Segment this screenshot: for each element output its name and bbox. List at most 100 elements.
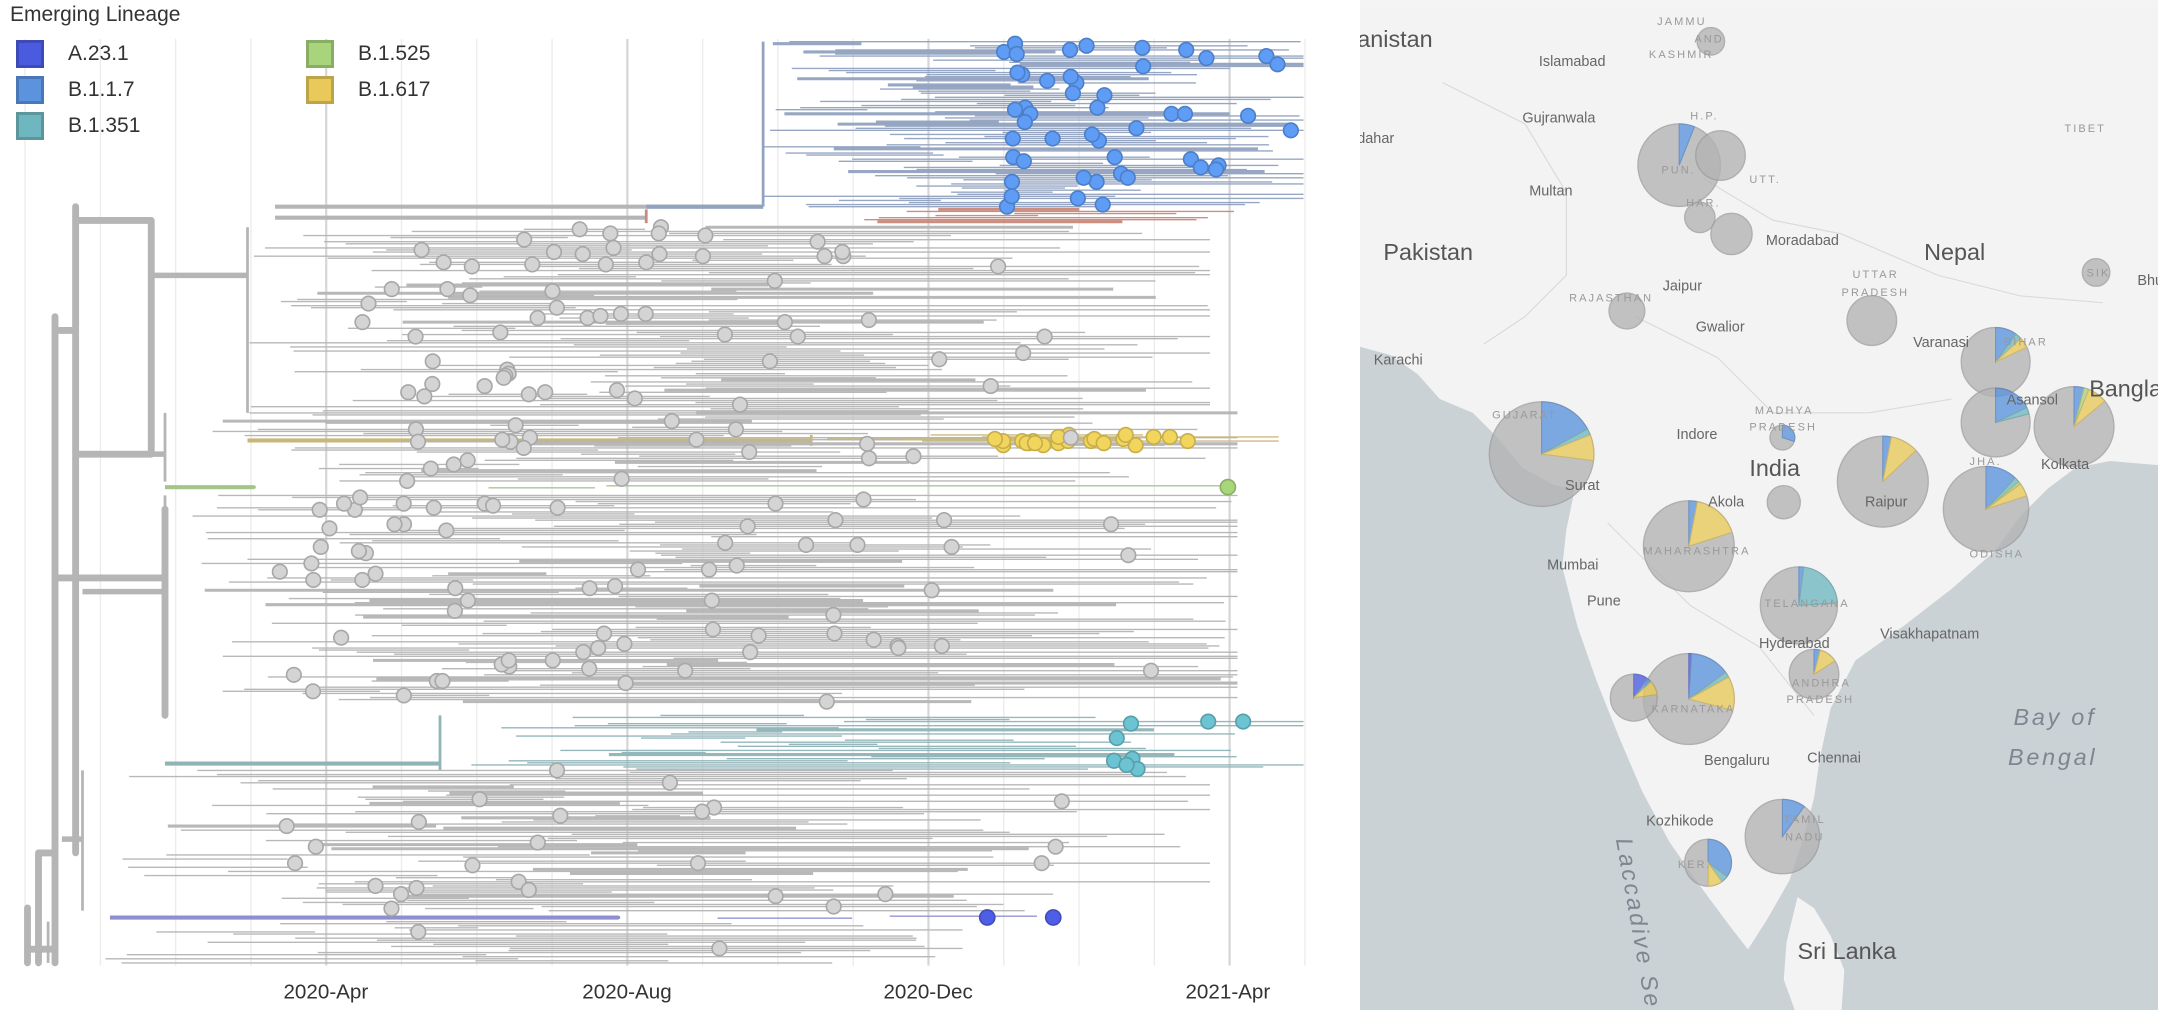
tip-node[interactable] xyxy=(1118,756,1135,773)
tip-node[interactable] xyxy=(860,450,878,467)
tip-node[interactable] xyxy=(333,629,350,646)
tip-node[interactable] xyxy=(545,243,563,261)
tip-node[interactable] xyxy=(1207,161,1225,178)
pie-akola[interactable] xyxy=(1766,485,1801,520)
tip-node[interactable] xyxy=(1096,87,1113,104)
tip-node[interactable] xyxy=(1083,126,1101,143)
pie-andhra-pradesh[interactable] xyxy=(1788,648,1840,700)
tip-node[interactable] xyxy=(789,328,806,345)
tip-node[interactable] xyxy=(548,299,565,316)
pie-madhya-pradesh[interactable] xyxy=(1769,424,1796,451)
pie-west-bengal[interactable] xyxy=(2033,385,2115,468)
tip-node[interactable] xyxy=(741,443,758,461)
tip-node[interactable] xyxy=(731,396,749,413)
tip-node[interactable] xyxy=(386,516,403,533)
tip-node[interactable] xyxy=(312,538,329,556)
tip-node[interactable] xyxy=(529,834,546,851)
tip-node[interactable] xyxy=(360,295,377,312)
tip-node[interactable] xyxy=(750,627,767,644)
tip-node[interactable] xyxy=(1089,99,1106,116)
phylogenetic-tree[interactable]: 2020-Apr 2020-Aug 2020-Dec 2021-Apr xyxy=(0,0,1320,1010)
tip-node[interactable] xyxy=(1258,47,1275,65)
pie-uttar-pradesh[interactable] xyxy=(1846,295,1898,347)
tip-node[interactable] xyxy=(435,254,452,271)
pie-delhi[interactable] xyxy=(1710,212,1753,256)
tip-node[interactable] xyxy=(392,886,410,903)
tip-node[interactable] xyxy=(410,813,427,831)
tip-node[interactable] xyxy=(1062,68,1079,85)
tip-node[interactable] xyxy=(1044,130,1061,147)
tip-node[interactable] xyxy=(1128,120,1145,137)
tip-node[interactable] xyxy=(1036,328,1053,345)
tip-node[interactable] xyxy=(761,353,778,370)
tip-node[interactable] xyxy=(400,384,417,401)
tip-node[interactable] xyxy=(471,791,488,808)
map-panel[interactable]: anistan Islamabad JAMMU AND KASHMIR Gujr… xyxy=(1360,0,2158,1010)
tip-node[interactable] xyxy=(711,940,728,957)
tip-node[interactable] xyxy=(612,305,630,322)
tip-node[interactable] xyxy=(1161,428,1178,446)
legend-item-b-1-1-7[interactable]: B.1.1.7 xyxy=(16,76,135,104)
tip-node[interactable] xyxy=(767,888,784,905)
legend-item-b-1-617[interactable]: B.1.617 xyxy=(306,76,430,104)
tip-node[interactable] xyxy=(1163,105,1180,122)
tip-node[interactable] xyxy=(311,501,328,518)
tip-node[interactable] xyxy=(447,580,464,597)
tip-node[interactable] xyxy=(476,377,493,395)
pie-himachal-pradesh[interactable] xyxy=(1695,130,1746,181)
tip-node[interactable] xyxy=(943,538,960,556)
tip-node[interactable] xyxy=(285,666,302,683)
tip-node[interactable] xyxy=(1039,72,1056,89)
tip-node[interactable] xyxy=(704,621,722,638)
tip-node[interactable] xyxy=(1198,50,1215,67)
tip-node[interactable] xyxy=(507,417,524,434)
tip-node[interactable] xyxy=(544,652,561,669)
tip-node[interactable] xyxy=(571,221,588,238)
tip-node[interactable] xyxy=(495,369,512,386)
tip-node[interactable] xyxy=(717,534,734,551)
tip-node[interactable] xyxy=(321,520,338,537)
tip-node[interactable] xyxy=(629,561,647,578)
pie-kerala[interactable] xyxy=(1684,838,1733,887)
tip-node[interactable] xyxy=(459,592,477,609)
tip-node[interactable] xyxy=(484,497,502,514)
tip-node[interactable] xyxy=(1016,113,1033,131)
tip-node[interactable] xyxy=(605,239,622,256)
tip-node[interactable] xyxy=(638,254,655,271)
tip-node[interactable] xyxy=(982,377,999,395)
tip-node[interactable] xyxy=(767,495,784,512)
tip-node[interactable] xyxy=(1239,107,1257,124)
tip-node[interactable] xyxy=(661,774,679,791)
tip-node[interactable] xyxy=(352,489,369,506)
pie-maharashtra[interactable] xyxy=(1642,500,1735,593)
tip-node[interactable] xyxy=(492,324,509,341)
tip-node[interactable] xyxy=(529,309,546,327)
tip-node[interactable] xyxy=(935,512,953,529)
tip-node[interactable] xyxy=(700,561,718,578)
tip-node[interactable] xyxy=(1008,45,1025,63)
tip-node[interactable] xyxy=(395,495,412,512)
tip-node[interactable] xyxy=(516,231,533,248)
tip-node[interactable] xyxy=(727,421,745,438)
tip-node[interactable] xyxy=(1117,426,1134,443)
tip-node[interactable] xyxy=(616,635,633,652)
tip-node[interactable] xyxy=(825,898,842,915)
tip-node[interactable] xyxy=(1015,344,1032,362)
tip-node[interactable] xyxy=(1219,478,1237,496)
tip-node[interactable] xyxy=(463,258,481,275)
tip-node[interactable] xyxy=(1103,516,1120,533)
pie-jharkhand[interactable] xyxy=(1960,387,2031,458)
tip-node[interactable] xyxy=(689,855,707,872)
tip-node[interactable] xyxy=(1269,56,1286,73)
tip-node[interactable] xyxy=(367,877,384,894)
tip-node[interactable] xyxy=(1119,169,1136,186)
tip-node[interactable] xyxy=(439,281,456,298)
tip-node[interactable] xyxy=(905,448,922,465)
tip-node[interactable] xyxy=(413,241,430,259)
tip-node[interactable] xyxy=(931,351,948,368)
tip-node[interactable] xyxy=(425,499,442,516)
tip-node[interactable] xyxy=(1075,169,1092,186)
tip-node[interactable] xyxy=(739,518,756,535)
tip-node[interactable] xyxy=(1176,105,1194,122)
tip-node[interactable] xyxy=(303,555,320,572)
